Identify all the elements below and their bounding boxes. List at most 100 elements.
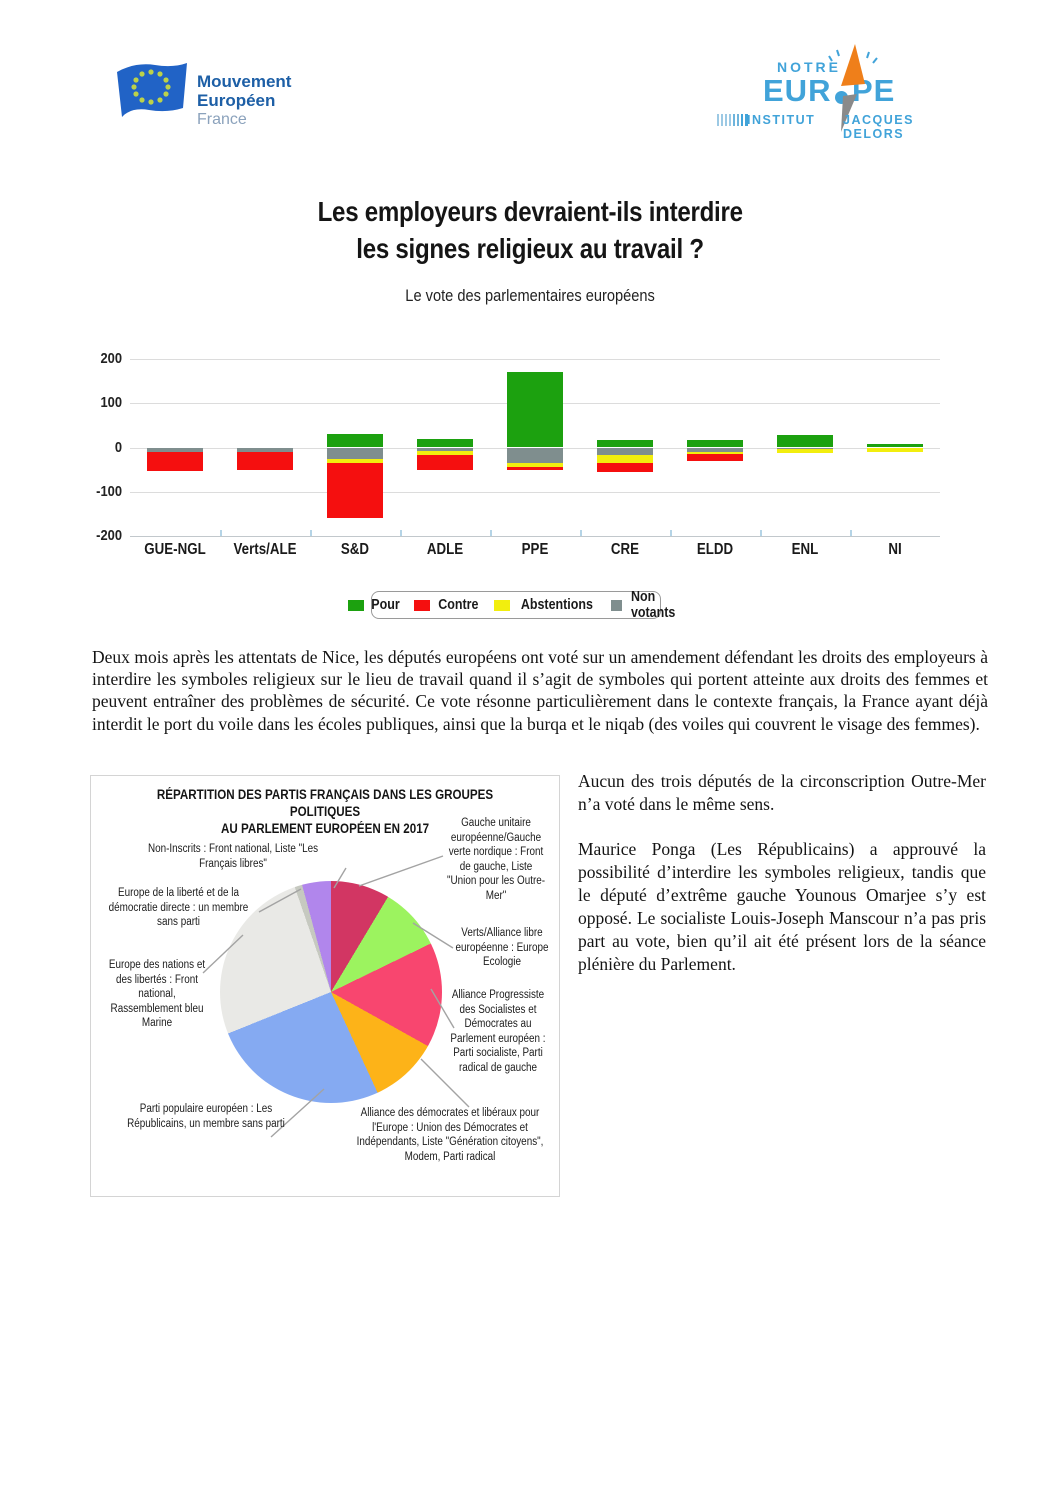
y-tick-label: -100 — [96, 482, 122, 500]
x-label-NI: NI — [888, 541, 902, 558]
legend-item-non-votants: Non votants — [611, 589, 684, 621]
legend-swatch-icon — [494, 599, 511, 611]
page-subtitle: Le vote des parlementaires européens — [405, 286, 655, 305]
x-tick-mark — [670, 530, 672, 536]
bar-S&D-non-votants — [327, 447, 383, 459]
x-label-GUE-NGL: GUE-NGL — [144, 541, 206, 558]
pie-slice-label-6: Europe de la liberté et de la démocratie… — [108, 887, 249, 928]
body-paragraph: Deux mois après les attentats de Nice, l… — [92, 647, 988, 734]
logo-text-jacques-delors: JACQUES DELORS — [843, 113, 914, 141]
bar-ELDD-non-votants — [687, 447, 743, 453]
x-tick-mark — [400, 530, 402, 536]
x-tick-mark — [310, 530, 312, 536]
bar-S&D-pour — [327, 434, 383, 448]
logo-text-europeen: Européen — [197, 91, 276, 110]
eu-flag-icon — [117, 63, 187, 117]
page-title-line1: Les employeurs devraient-ils interdire — [317, 196, 743, 227]
gridline-200 — [130, 359, 940, 360]
x-tick-mark — [850, 530, 852, 536]
bar-CRE-pour — [597, 439, 653, 448]
legend-item-abstentions: Abstentions — [494, 597, 599, 613]
pie-chart-panel: RÉPARTITION DES PARTIS FRANÇAIS DANS LES… — [90, 775, 560, 1197]
pie-slice-label-2: Alliance Progressiste des Socialistes et… — [450, 989, 546, 1074]
column-paragraph-2: Maurice Ponga (Les Républicains) a appro… — [578, 839, 986, 974]
x-label-CRE: CRE — [610, 541, 640, 558]
bar-ELDD-contre — [687, 453, 743, 462]
bar-GUE-NGL-non-votants — [147, 447, 203, 453]
bar-NI-abstentions — [867, 448, 923, 452]
pie-slice-label-3: Alliance des démocrates et libéraux pour… — [356, 1107, 544, 1163]
y-tick-label: -200 — [96, 527, 122, 544]
legend-label: Abstentions — [521, 597, 594, 613]
bar-NI-non-votants — [867, 447, 923, 449]
pie-slice-label-4: Parti populaire européen : Les Républica… — [127, 1103, 285, 1130]
bar-NI-pour — [867, 444, 923, 448]
bar-ADLE-non-votants — [417, 447, 473, 452]
x-tick-mark — [220, 530, 222, 536]
bar-ADLE-contre — [417, 455, 473, 471]
compass-needle-icon — [828, 44, 878, 132]
legend-item-pour: Pour — [348, 597, 402, 613]
bar-ENL-non-votants — [777, 447, 833, 450]
bar-PPE-contre — [507, 467, 563, 470]
notre-europe-logo: NOTRE EUR PE INSTITUT JACQUES DELORS — [717, 40, 965, 141]
legend-item-contre: Contre — [414, 597, 482, 613]
bar-Verts/ALE-contre — [237, 451, 293, 470]
bar-chart-y-axis: 200 100 0 -100 -200 — [82, 350, 126, 551]
x-tick-mark — [580, 530, 582, 536]
legend-label: Pour — [371, 597, 401, 613]
bar-S&D-contre — [327, 462, 383, 519]
bar-PPE-non-votants — [507, 447, 563, 464]
logo-tick-marks — [717, 114, 748, 126]
logo-text-france: France — [197, 111, 247, 128]
x-label-ELDD: ELDD — [696, 541, 734, 558]
bar-chart-x-axis: GUE-NGL Verts/ALE S&D ADLE PPE CRE ELDD ENL NI — [130, 541, 940, 561]
legend-swatch-icon — [348, 599, 365, 611]
bar-Verts/ALE-non-votants — [237, 447, 293, 452]
x-label-ADLE: ADLE — [426, 541, 464, 558]
page-title-line2: les signes religieux au travail ? — [356, 233, 704, 264]
bar-ENL-pour — [777, 435, 833, 448]
logo-text-eur: EUR — [763, 73, 832, 108]
gridline--200 — [130, 536, 940, 537]
pie-slice-label-5: Europe des nations et des libertés : Fro… — [108, 959, 206, 1029]
bar-CRE-non-votants — [597, 447, 653, 455]
bar-S&D-abstentions — [327, 458, 383, 463]
pie-slice-label-0: Gauche unitaire européenne/Gauche verte … — [446, 817, 546, 902]
x-tick-mark — [760, 530, 762, 536]
pie-slice-label-7: Non-Inscrits : Front national, Liste "Le… — [147, 843, 319, 870]
mouvement-europeen-logo: Mouvement Européen France — [113, 58, 363, 138]
bar-GUE-NGL-contre — [147, 452, 203, 471]
y-tick-label: 0 — [114, 438, 122, 456]
column-paragraph-1: Aucun des trois députés de la circonscri… — [578, 771, 986, 814]
x-label-Verts/ALE: Verts/ALE — [233, 541, 297, 558]
logo-text-mouvement: Mouvement — [197, 72, 292, 91]
y-tick-label: 100 — [100, 394, 122, 412]
bar-ENL-abstentions — [777, 449, 833, 454]
bar-CRE-abstentions — [597, 454, 653, 463]
bar-ELDD-abstentions — [687, 452, 743, 454]
bar-PPE-pour — [507, 372, 563, 448]
bar-chart — [130, 359, 940, 537]
pie-chart-title: RÉPARTITION DES PARTIS FRANÇAIS DANS LES… — [156, 787, 494, 836]
pie-slice-label-1: Verts/Alliance libre européenne : Europe… — [455, 927, 549, 968]
bar-PPE-abstentions — [507, 463, 563, 468]
x-label-PPE: PPE — [521, 541, 549, 558]
pie-chart — [220, 881, 442, 1103]
x-label-S&D: S&D — [340, 541, 370, 558]
logo-text-notre: NOTRE — [777, 59, 841, 75]
legend-label: Non votants — [630, 589, 676, 621]
y-tick-label: 200 — [100, 350, 122, 367]
legend-swatch-icon — [414, 599, 431, 611]
logo-text-institut: INSTITUT — [747, 113, 816, 127]
x-tick-mark — [490, 530, 492, 536]
legend-swatch-icon — [611, 599, 622, 611]
x-label-ENL: ENL — [791, 541, 819, 558]
chart-legend: Pour Contre Abstentions Non votants — [348, 589, 675, 621]
gridline--100 — [130, 491, 940, 493]
legend-label: Contre — [438, 597, 479, 613]
bar-ELDD-pour — [687, 439, 743, 448]
bar-CRE-contre — [597, 462, 653, 473]
bar-ADLE-abstentions — [417, 451, 473, 456]
